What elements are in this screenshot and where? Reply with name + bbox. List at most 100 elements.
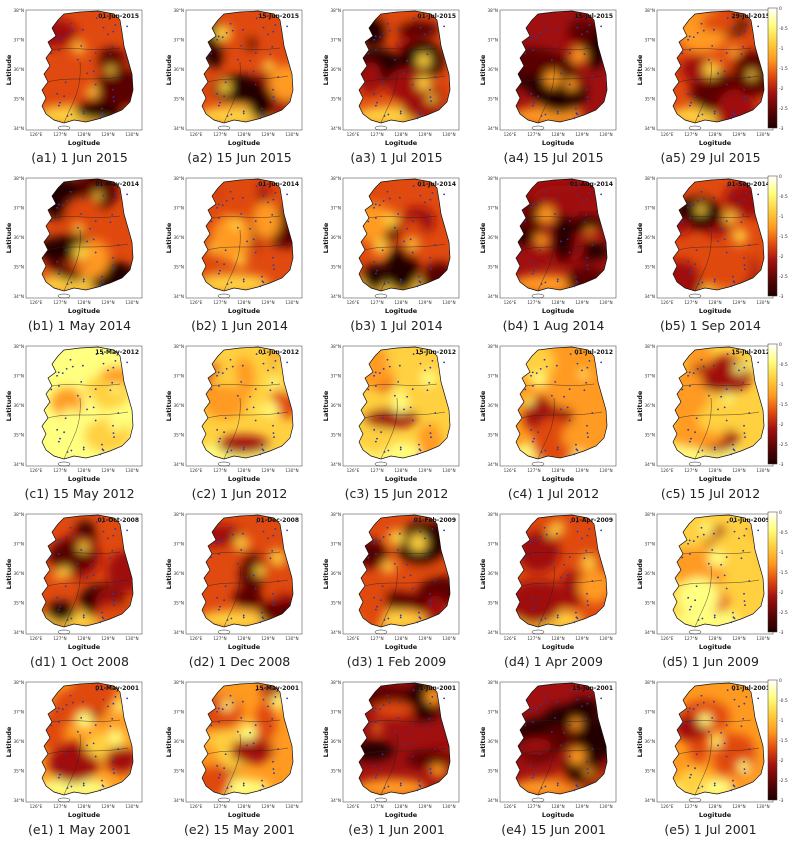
station-marker bbox=[711, 45, 714, 47]
station-marker bbox=[226, 619, 229, 621]
station-marker bbox=[397, 45, 400, 47]
x-axis-label: Logitude bbox=[68, 811, 101, 819]
station-marker bbox=[112, 198, 115, 201]
station-marker bbox=[533, 437, 535, 440]
station-marker bbox=[581, 33, 583, 36]
station-marker bbox=[412, 185, 415, 187]
x-tick-label: 128°N bbox=[708, 468, 721, 473]
island bbox=[688, 293, 702, 299]
panel-caption: (d3) 1 Feb 2009 bbox=[346, 654, 447, 669]
station-marker bbox=[382, 367, 385, 370]
station-marker bbox=[254, 755, 257, 758]
station-marker bbox=[695, 417, 698, 420]
station-marker bbox=[397, 213, 400, 215]
station-marker bbox=[240, 213, 243, 215]
station-marker bbox=[745, 23, 748, 26]
station-marker bbox=[386, 694, 389, 697]
y-axis-label: Latitude bbox=[479, 390, 487, 421]
station-marker bbox=[261, 275, 263, 278]
date-label: 01-May-2014 bbox=[95, 181, 139, 188]
y-axis-label: Latitude bbox=[479, 54, 487, 85]
station-marker bbox=[99, 621, 102, 624]
station-marker bbox=[732, 443, 734, 446]
station-marker bbox=[428, 381, 431, 384]
station-marker bbox=[286, 697, 289, 700]
station-marker bbox=[544, 785, 547, 788]
y-tick-label: 35°N bbox=[13, 433, 24, 438]
station-marker bbox=[126, 25, 129, 28]
station-marker bbox=[399, 782, 402, 785]
station-marker bbox=[378, 708, 381, 710]
station-marker bbox=[585, 45, 588, 48]
station-marker bbox=[226, 787, 229, 789]
station-marker bbox=[386, 526, 389, 529]
station-marker bbox=[555, 28, 558, 31]
x-tick-label: 128°N bbox=[394, 636, 407, 641]
station-marker bbox=[117, 748, 120, 750]
station-marker bbox=[101, 689, 104, 691]
station-marker bbox=[531, 272, 534, 275]
x-tick-label: 127°N bbox=[370, 804, 383, 809]
y-tick-label: 36°N bbox=[330, 571, 341, 576]
station-marker bbox=[114, 359, 117, 362]
y-axis-label: Latitude bbox=[322, 726, 330, 757]
colorbar-tick-label: -1 bbox=[779, 718, 784, 724]
y-tick-label: 36°N bbox=[330, 403, 341, 408]
station-marker bbox=[563, 731, 566, 734]
y-tick-label: 35°N bbox=[330, 769, 341, 774]
y-tick-label: 38°N bbox=[487, 512, 498, 517]
station-marker bbox=[554, 213, 557, 215]
station-marker bbox=[387, 785, 390, 788]
station-marker bbox=[112, 30, 115, 33]
x-tick-label: 126°E bbox=[661, 300, 674, 305]
x-axis-label: Logitude bbox=[542, 139, 575, 147]
station-marker bbox=[566, 742, 569, 745]
station-marker bbox=[725, 52, 728, 54]
station-marker bbox=[550, 58, 553, 61]
station-marker bbox=[223, 599, 226, 602]
y-tick-label: 35°N bbox=[13, 601, 24, 606]
x-tick-label: 129°N bbox=[418, 468, 431, 473]
station-marker bbox=[71, 701, 74, 704]
y-tick-label: 36°N bbox=[487, 739, 498, 744]
station-marker bbox=[242, 112, 245, 115]
station-marker bbox=[587, 268, 589, 271]
colorbar-tick-label: -2.5 bbox=[779, 274, 788, 280]
colorbar: 0-0.5-1-1.5-2-2.5-3 bbox=[767, 342, 788, 468]
station-marker bbox=[742, 45, 745, 48]
colorbar-gradient bbox=[767, 343, 778, 465]
station-marker bbox=[94, 220, 97, 222]
station-marker bbox=[575, 353, 578, 355]
station-marker bbox=[226, 115, 229, 117]
station-marker bbox=[713, 446, 716, 449]
station-marker bbox=[229, 526, 232, 529]
station-marker bbox=[259, 117, 262, 120]
x-tick-label: 126°E bbox=[30, 636, 43, 641]
station-marker bbox=[376, 101, 378, 104]
station-marker bbox=[532, 553, 534, 555]
station-marker bbox=[583, 389, 586, 392]
station-marker bbox=[409, 238, 412, 241]
x-tick-label: 127°N bbox=[527, 132, 540, 137]
station-marker bbox=[252, 742, 255, 745]
colorbar-tick-label: 0 bbox=[779, 510, 782, 516]
y-tick-label: 38°N bbox=[487, 680, 498, 685]
station-marker bbox=[419, 449, 422, 452]
station-marker bbox=[726, 689, 729, 691]
station-marker bbox=[387, 113, 390, 116]
station-marker bbox=[99, 117, 102, 120]
station-marker bbox=[277, 244, 280, 246]
station-marker bbox=[262, 113, 265, 116]
station-marker bbox=[725, 724, 728, 726]
station-marker bbox=[92, 70, 95, 73]
x-tick-label: 130°N bbox=[599, 804, 612, 809]
x-axis-label: Logitude bbox=[699, 643, 732, 651]
station-marker bbox=[544, 281, 547, 284]
date-label: 01-Jul-2001 bbox=[731, 685, 770, 692]
station-marker bbox=[757, 361, 760, 364]
station-marker bbox=[261, 689, 264, 691]
station-marker bbox=[242, 448, 245, 451]
x-tick-label: 128°N bbox=[237, 804, 250, 809]
